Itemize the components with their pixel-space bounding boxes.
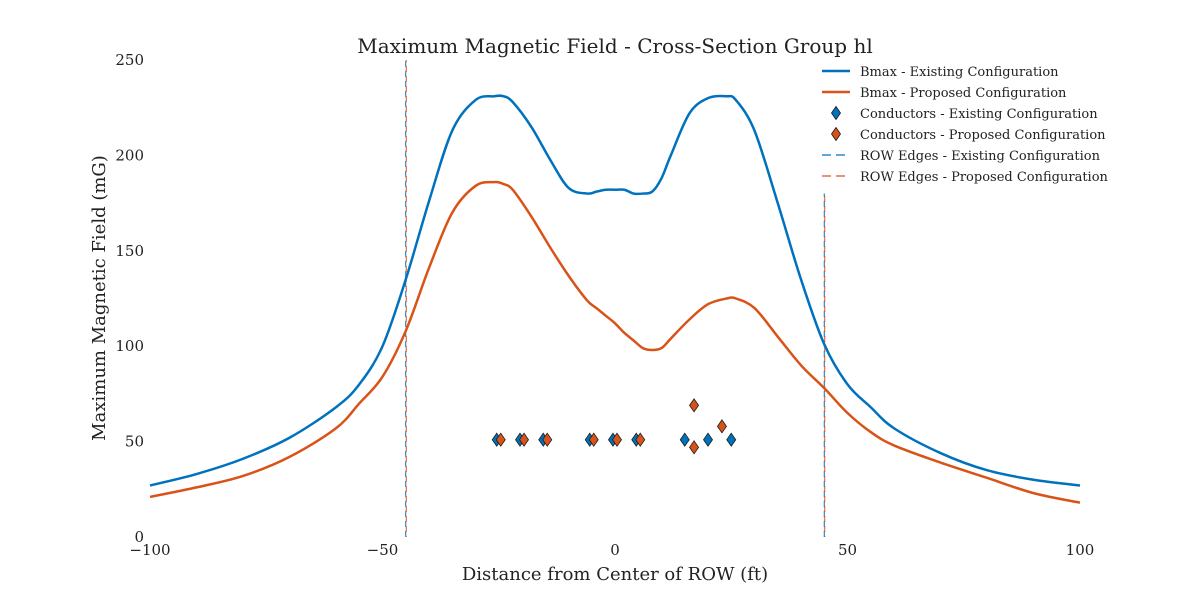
conductor-marker bbox=[679, 432, 690, 447]
axis-ticks: −100 −50 0 50 100 0 50 100 150 200 250 bbox=[115, 51, 1094, 559]
y-tick-label: 0 bbox=[134, 528, 144, 546]
legend-marker-swatch bbox=[831, 105, 841, 121]
legend-label: Bmax - Existing Configuration bbox=[860, 65, 1059, 80]
conductor-marker bbox=[635, 432, 646, 447]
legend: Bmax - Existing Configuration Bmax - Prop… bbox=[822, 65, 1109, 185]
x-tick-label: −50 bbox=[367, 541, 399, 559]
legend-label: ROW Edges - Existing Configuration bbox=[860, 149, 1101, 164]
x-tick-label: 100 bbox=[1066, 541, 1095, 559]
legend-label: Bmax - Proposed Configuration bbox=[860, 86, 1067, 101]
series-line bbox=[149, 94, 1081, 487]
plot-area bbox=[149, 60, 1081, 537]
conductor-marker bbox=[689, 398, 700, 413]
y-tick-label: 250 bbox=[115, 51, 144, 69]
y-axis-label: Maximum Magnetic Field (mG) bbox=[89, 155, 110, 441]
legend-marker-swatch bbox=[831, 126, 841, 142]
conductor-marker bbox=[542, 432, 553, 447]
conductor-marker bbox=[716, 419, 727, 434]
y-tick-label: 100 bbox=[115, 337, 144, 355]
conductor-marker bbox=[612, 432, 622, 447]
legend-label: Conductors - Existing Configuration bbox=[860, 107, 1098, 122]
conductor-marker bbox=[519, 432, 529, 447]
x-axis-label: Distance from Center of ROW (ft) bbox=[462, 564, 768, 585]
x-tick-label: 0 bbox=[610, 541, 620, 559]
y-tick-label: 50 bbox=[125, 433, 144, 451]
y-tick-label: 150 bbox=[115, 242, 144, 260]
y-tick-label: 200 bbox=[115, 146, 144, 164]
conductor-marker bbox=[588, 432, 599, 447]
conductor-marker bbox=[495, 432, 506, 447]
legend-label: Conductors - Proposed Configuration bbox=[860, 128, 1106, 143]
conductor-marker bbox=[726, 432, 737, 447]
chart-title: Maximum Magnetic Field - Cross-Section G… bbox=[357, 34, 872, 58]
x-tick-label: −100 bbox=[129, 541, 170, 559]
x-tick-label: 50 bbox=[838, 541, 857, 559]
legend-label: ROW Edges - Proposed Configuration bbox=[860, 170, 1109, 185]
series-line bbox=[149, 180, 1081, 504]
conductor-marker bbox=[703, 432, 713, 447]
conductor-marker bbox=[689, 440, 700, 455]
